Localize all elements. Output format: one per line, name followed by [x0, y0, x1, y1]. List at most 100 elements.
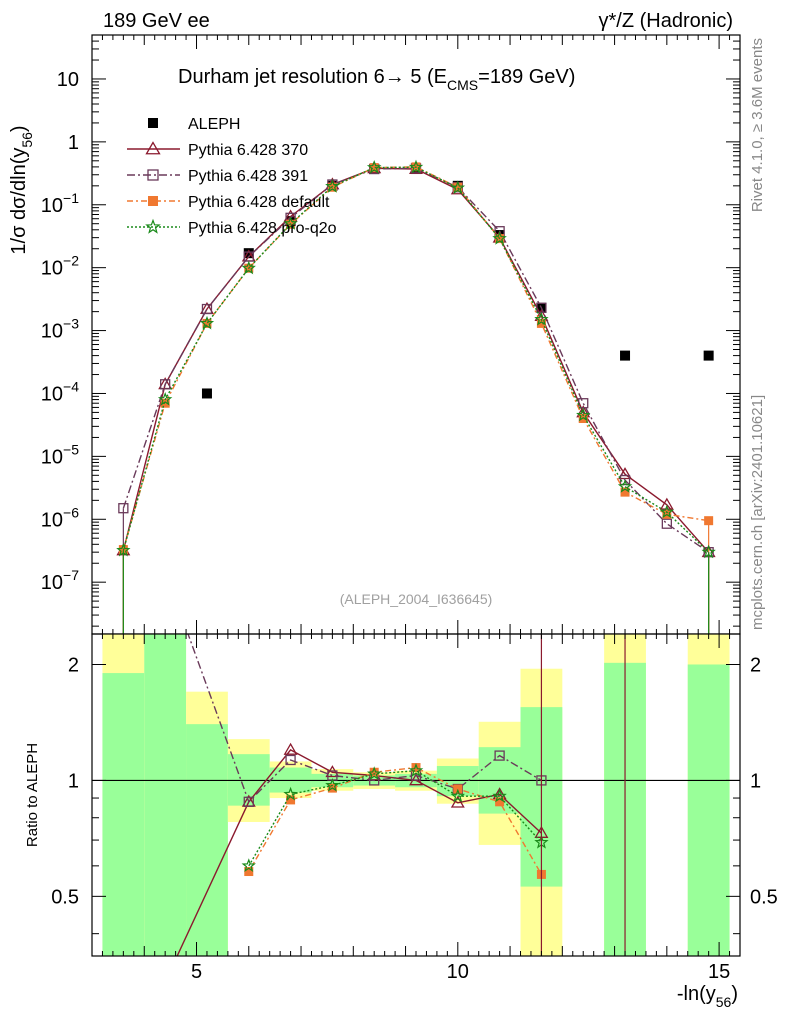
main-title: Durham jet resolution 6→ 5 (ECMS=189 GeV… [178, 66, 575, 93]
main-ticks [92, 34, 740, 634]
point-pythia-6-428-391 [160, 379, 171, 390]
point-pythia-6-428-default [369, 163, 379, 173]
legend-label-pythia-6-428-default: Pythia 6.428 default [188, 194, 330, 211]
y-tick-label: 10−4 [41, 378, 79, 405]
series-line-pythia-6-428-pro-q2o [122, 166, 710, 553]
point-pythia-6-428-pro-q2o [450, 180, 466, 195]
ratio-line-pythia-6-428-391 [187, 634, 542, 804]
analysis-tag: (ALEPH_2004_I636645) [340, 591, 493, 607]
main-series-layer [116, 159, 716, 650]
point-pythia-6-428-pro-q2o [283, 216, 298, 230]
legend: ALEPH Pythia 6.428 370 Pythia 6.428 391 Pyt… [127, 116, 337, 237]
ratio-point-pythia-6-428-370 [450, 795, 465, 808]
ratio-point-pythia-6-428-391 [494, 750, 505, 761]
point-pythia-6-428-pro-q2o [199, 315, 215, 330]
series-line-pythia-6-428-default [122, 166, 709, 550]
point-pythia-6-428-391 [578, 398, 589, 409]
point-pythia-6-428-pro-q2o [366, 159, 382, 174]
y-tick-label: 1 [68, 132, 79, 154]
ratio-point-pythia-6-428-default [411, 763, 421, 773]
ratio-frame [91, 633, 741, 957]
y-tick-label: 10−6 [41, 504, 79, 531]
ratio-band-stat [102, 673, 145, 956]
ratio-tick-labels: 2 2 1 1 0.5 0.5 5 10 15 [51, 654, 778, 983]
point-pythia-6-428-pro-q2o [241, 260, 256, 275]
point-aleph [578, 640, 588, 650]
point-pythia-6-428-pro-q2o [157, 391, 173, 406]
legend-marker-pythia-6-428-370 [145, 141, 161, 155]
legend-marker-aleph [148, 118, 158, 128]
main-panel: 10 1 10−1 10−2 10−3 10−4 10−5 10−6 10−7 Durham j… [8, 34, 741, 650]
ratio-y-tick-label-left: 1 [68, 770, 79, 792]
legend-label-pythia-6-428-pro-q2o: Pythia 6.428 pro-q2o [188, 220, 337, 237]
ratio-point-pythia-6-428-391 [243, 796, 254, 807]
ratio-band-stat [186, 724, 228, 956]
mcplots-note: mcplots.cern.ch [arXiv:2401.10621] [749, 395, 766, 630]
point-aleph [201, 388, 212, 399]
point-aleph [243, 248, 254, 259]
y-tick-label: 10−7 [41, 567, 79, 594]
ratio-line-pythia-6-428-default [248, 766, 543, 875]
y-tick-label: 10−2 [41, 253, 79, 280]
ratio-point-pythia-6-428-default [495, 797, 505, 807]
ratio-y-axis-label: Ratio to ALEPH [24, 743, 41, 847]
ratio-point-pythia-6-428-pro-q2o [241, 858, 256, 873]
ratio-ticks [92, 634, 740, 956]
point-pythia-6-428-pro-q2o [116, 542, 131, 557]
point-pythia-6-428-default [536, 318, 546, 328]
point-pythia-6-428-pro-q2o [534, 311, 549, 326]
x-axis-label: -ln(y56) [677, 983, 738, 1010]
point-pythia-6-428-pro-q2o [617, 479, 633, 493]
x-tick-label: 15 [708, 961, 730, 983]
point-pythia-6-428-370 [659, 497, 674, 510]
legend-marker-pythia-6-428-391 [147, 169, 159, 181]
legend-label-pythia-6-428-391: Pythia 6.428 391 [188, 168, 308, 185]
point-pythia-6-428-default [704, 516, 714, 526]
ratio-panel: 2 2 1 1 0.5 0.5 5 10 15 Ratio to ALEPH -ln(y56) [24, 566, 778, 1010]
x-tick-label: 5 [191, 961, 202, 983]
header-left: 189 GeV ee [103, 10, 210, 32]
ratio-band-stat [144, 634, 187, 956]
legend-marker-pythia-6-428-pro-q2o [145, 218, 161, 234]
ratio-y-tick-label-right: 2 [750, 654, 761, 676]
x-tick-label: 10 [447, 961, 469, 983]
point-pythia-6-428-pro-q2o [325, 179, 340, 193]
ratio-bands [102, 634, 730, 956]
main-y-axis-label: 1/σ dσ/dln(y56) [8, 125, 35, 254]
y-tick-label: 10 [57, 69, 79, 91]
point-pythia-6-428-default [453, 182, 463, 192]
point-pythia-6-428-pro-q2o [576, 407, 591, 422]
ratio-point-pythia-6-428-pro-q2o [366, 766, 382, 781]
ratio-point-pythia-6-428-default [244, 867, 254, 877]
legend-label-aleph: ALEPH [188, 116, 240, 133]
y-tick-label: 10−1 [41, 190, 79, 217]
y-tick-label: 10−3 [41, 316, 79, 343]
point-pythia-6-428-pro-q2o [701, 544, 716, 559]
ratio-series-layer [159, 566, 626, 986]
ratio-y-tick-label-right: 0.5 [750, 886, 778, 908]
point-pythia-6-428-pro-q2o [659, 504, 674, 519]
ratio-line-pythia-6-428-pro-q2o [248, 769, 542, 867]
point-aleph [620, 350, 631, 361]
ratio-point-pythia-6-428-pro-q2o [492, 788, 507, 803]
point-pythia-6-428-default [620, 487, 630, 497]
legend-marker-pythia-6-428-default [148, 196, 158, 206]
ratio-y-tick-label-left: 2 [68, 654, 79, 676]
ratio-y-tick-label-left: 0.5 [51, 886, 79, 908]
ratio-point-pythia-6-428-370 [283, 742, 298, 755]
ratio-point-pythia-6-428-pro-q2o [325, 778, 340, 792]
ratio-point-pythia-6-428-370 [159, 976, 171, 986]
ratio-point-pythia-6-428-pro-q2o [283, 786, 298, 801]
point-pythia-6-428-default [160, 398, 170, 408]
rivet-note: Rivet 4.1.0, ≥ 3.6M events [749, 38, 766, 212]
point-aleph [703, 350, 714, 361]
point-pythia-6-428-391 [201, 303, 213, 315]
point-pythia-6-428-391 [619, 474, 631, 486]
legend-label-pythia-6-428-370: Pythia 6.428 370 [188, 142, 308, 159]
point-pythia-6-428-391 [661, 518, 672, 529]
ratio-point-pythia-6-428-default [369, 767, 379, 777]
ratio-point-pythia-6-428-391 [285, 754, 296, 766]
ratio-point-pythia-6-428-391 [161, 566, 170, 575]
ratio-point-pythia-6-428-default [286, 795, 296, 805]
